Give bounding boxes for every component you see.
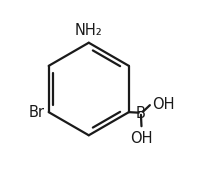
Text: B: B [136,106,146,121]
Text: NH₂: NH₂ [75,23,103,38]
Text: OH: OH [152,97,174,112]
Text: Br: Br [28,105,44,120]
Text: OH: OH [130,131,153,146]
